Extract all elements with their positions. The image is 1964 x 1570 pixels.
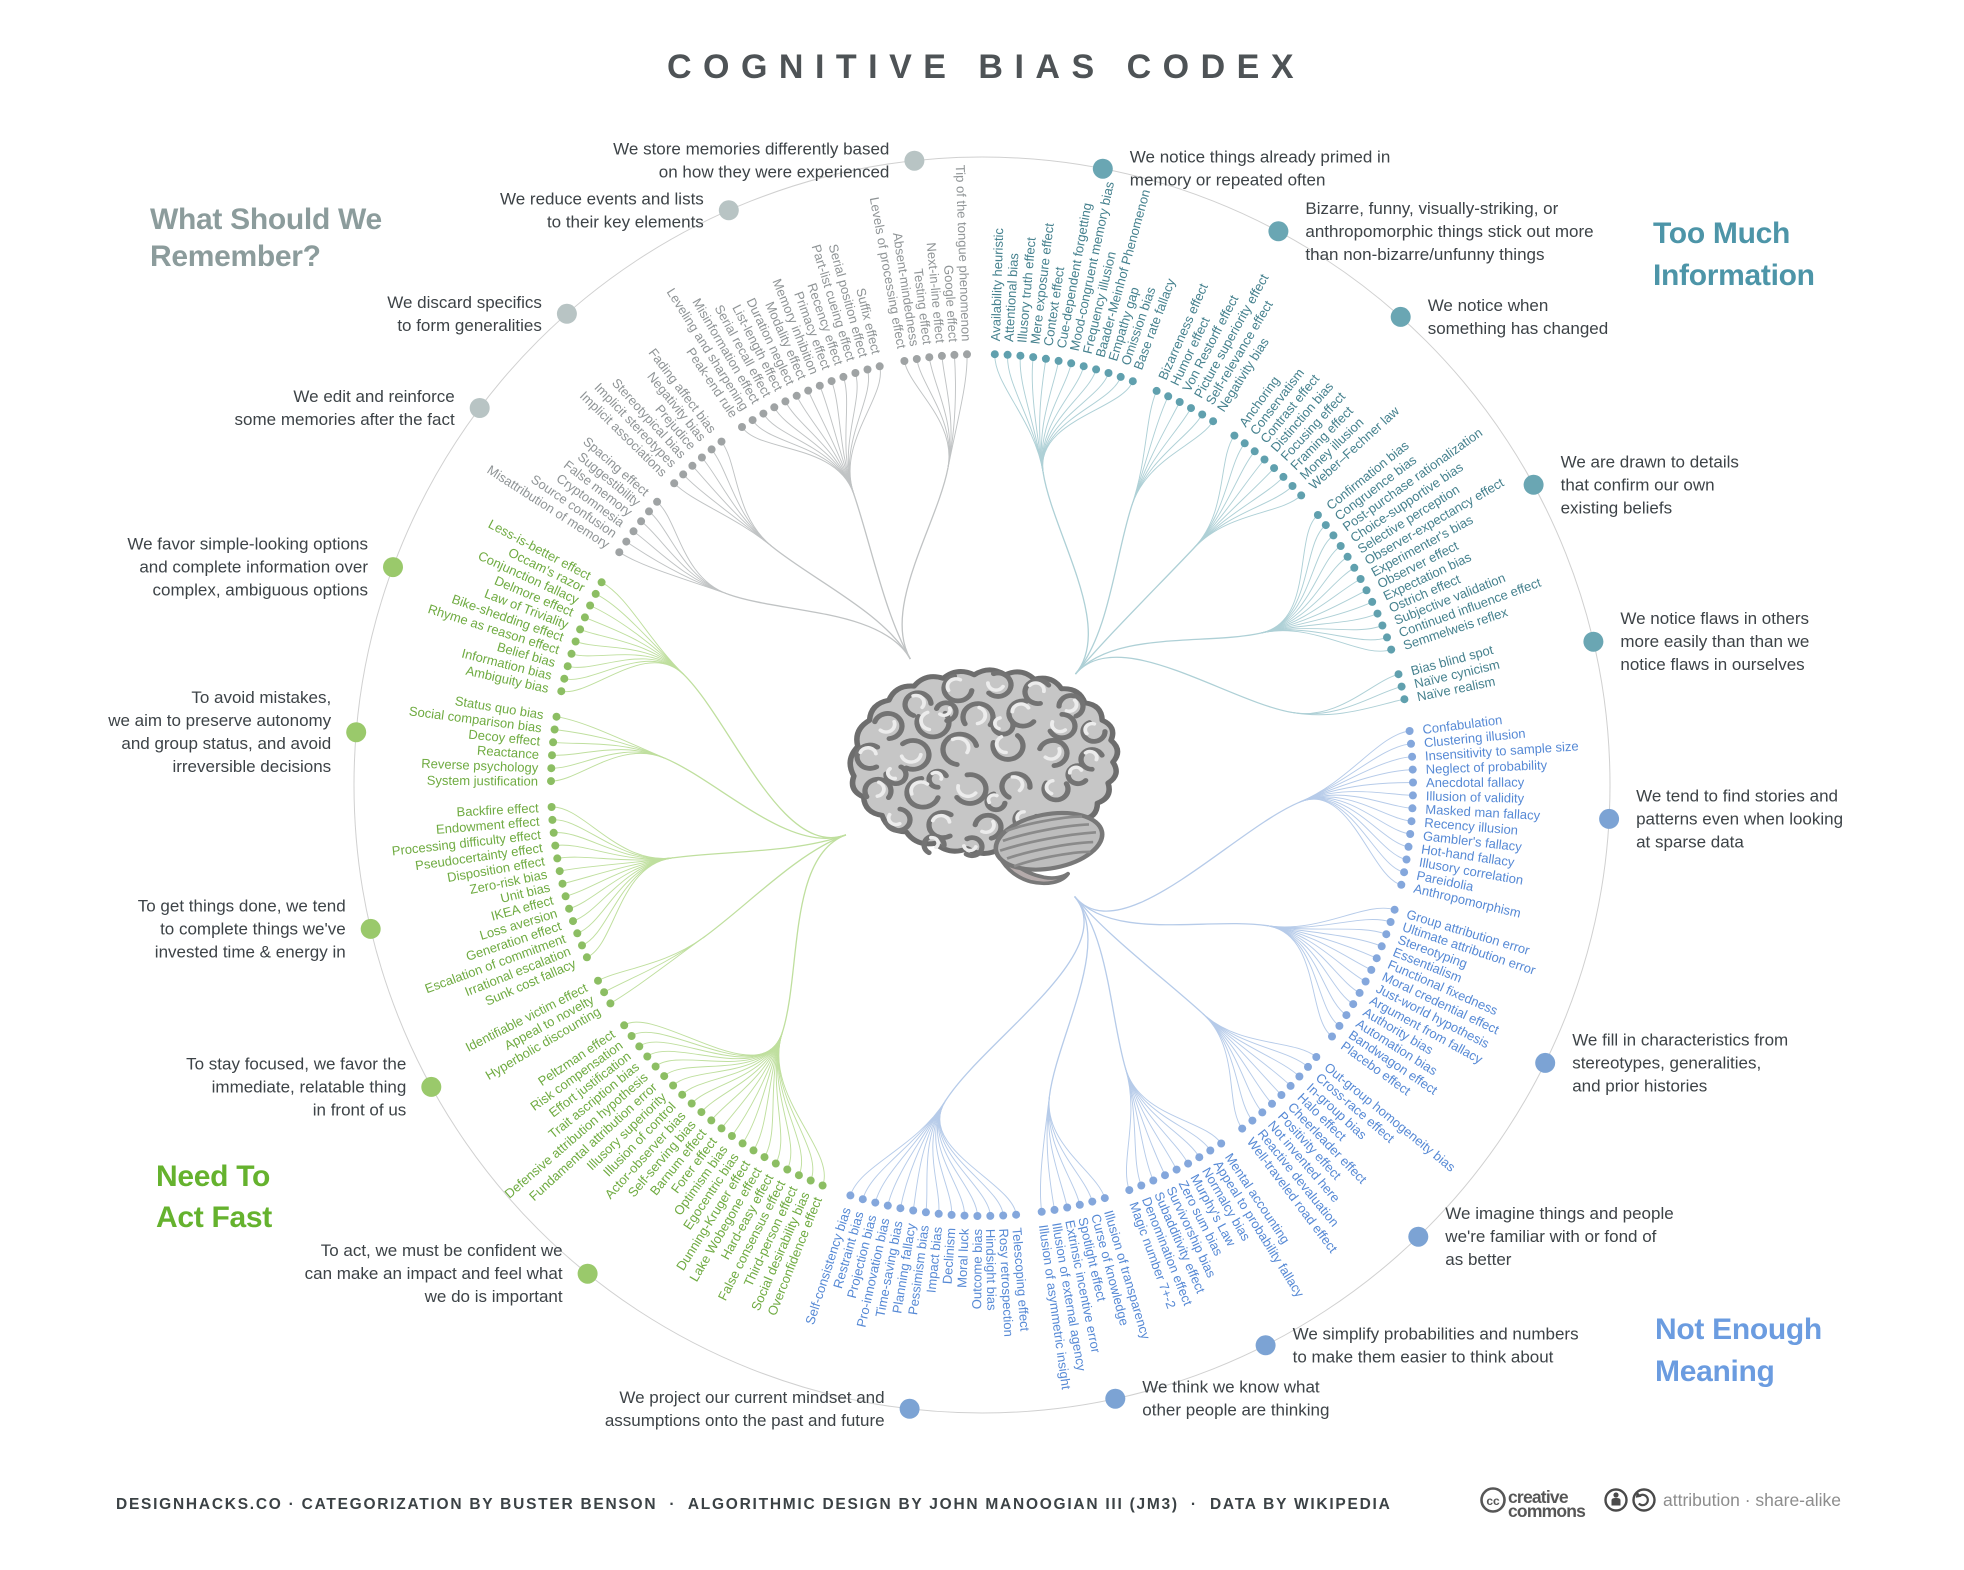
svg-text:commons: commons (1508, 1501, 1586, 1521)
svg-text:DESIGNHACKS.CO · CATEGORIZATIO: DESIGNHACKS.CO · CATEGORIZATION BY BUSTE… (116, 1496, 1392, 1513)
svg-text:Impact bias: Impact bias (923, 1226, 945, 1294)
svg-text:To avoid mistakes,we aim to pr: To avoid mistakes, we aim to preserve aut… (107, 688, 331, 776)
svg-text:attribution · share-alike: attribution · share-alike (1663, 1490, 1841, 1510)
svg-text:Declinism: Declinism (939, 1227, 958, 1284)
svg-text:Backfire effect: Backfire effect (456, 800, 539, 819)
svg-text:To act, we must be confident w: To act, we must be confident we can make … (305, 1241, 563, 1306)
svg-text:Availability heuristic: Availability heuristic (988, 227, 1006, 341)
svg-text:Tip of the tongue phenomenon: Tip of the tongue phenomenon (953, 165, 974, 342)
svg-text:Moral luck: Moral luck (954, 1228, 971, 1288)
svg-text:COGNITIVE BIAS CODEX: COGNITIVE BIAS CODEX (667, 48, 1305, 86)
svg-text:creative: creative (1508, 1487, 1569, 1507)
svg-text:Reverse psychology: Reverse psychology (421, 756, 539, 776)
svg-text:Attentional bias: Attentional bias (1001, 252, 1021, 342)
svg-text:Illusion of validity: Illusion of validity (1426, 788, 1525, 805)
svg-text:cc: cc (1486, 1494, 1500, 1508)
svg-text:Reactance: Reactance (477, 743, 540, 762)
svg-text:Google effect: Google effect (941, 264, 961, 342)
svg-text:Neglect of probability: Neglect of probability (1425, 757, 1547, 776)
svg-text:Anecdotal fallacy: Anecdotal fallacy (1426, 775, 1525, 791)
svg-text:We store memories differently: We store memories differently based on ho… (613, 140, 889, 182)
svg-text:Masked man fallacy: Masked man fallacy (1425, 802, 1541, 823)
svg-text:We fill in characteristics fro: We fill in characteristics from stereotyp… (1572, 1030, 1788, 1095)
svg-text:System justification: System justification (427, 773, 538, 789)
svg-text:Outcome bias: Outcome bias (969, 1228, 985, 1309)
svg-text:We notice things already prime: We notice things already primed in memory… (1130, 148, 1391, 190)
svg-text:To stay focused, we favor thei: To stay focused, we favor the immediate, … (186, 1054, 406, 1119)
svg-text:We project our current mindset: We project our current mindset and assump… (605, 1388, 885, 1430)
svg-text:Hindsight bias: Hindsight bias (983, 1229, 1000, 1311)
svg-text:Bizarre, funny, visually-strik: Bizarre, funny, visually-striking, or ant… (1305, 199, 1593, 264)
svg-text:We favor simple-looking option: We favor simple-looking options and compl… (127, 535, 368, 600)
svg-text:We simplify probabilities and: We simplify probabilities and numbers to … (1293, 1324, 1579, 1366)
svg-text:Decoy effect: Decoy effect (468, 727, 542, 749)
svg-text:Rosy retrospection: Rosy retrospection (996, 1228, 1016, 1337)
